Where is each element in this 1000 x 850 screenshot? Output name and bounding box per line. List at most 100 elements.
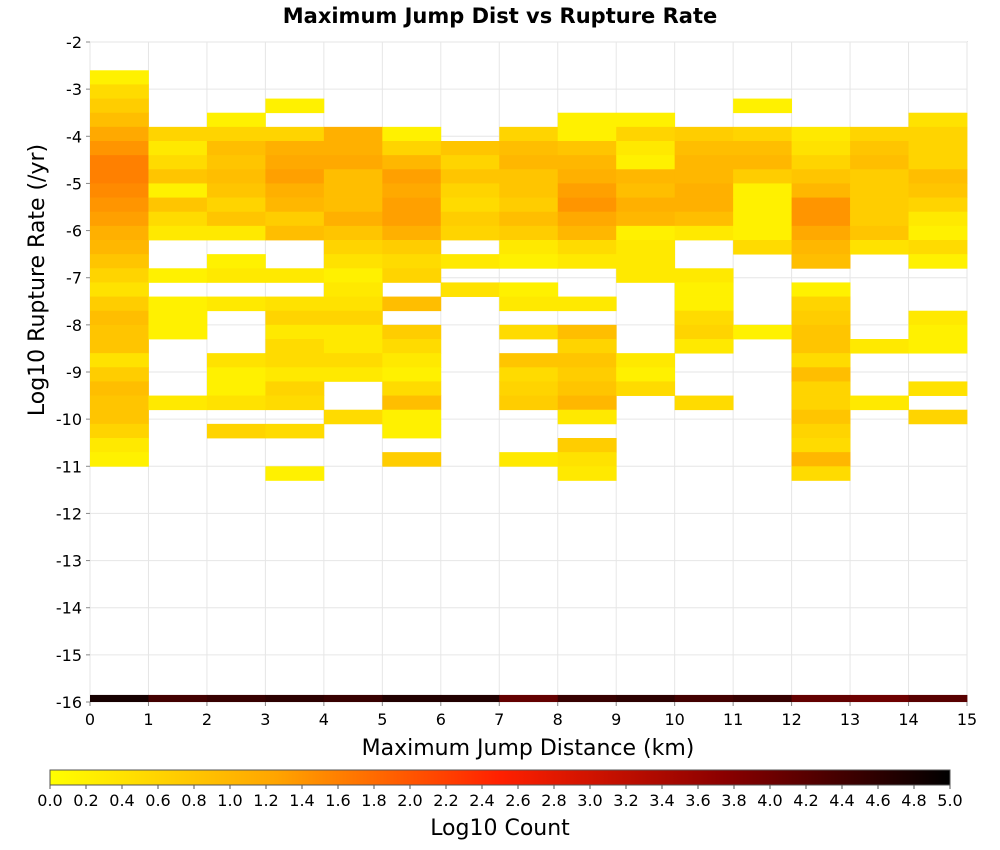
heatmap-cell — [557, 225, 617, 241]
colorbar-tick-label: 2.0 — [397, 791, 422, 810]
heatmap-cell — [148, 126, 208, 142]
heatmap-cell — [674, 197, 734, 213]
heatmap-cell — [908, 112, 968, 128]
heatmap-cell — [557, 381, 617, 396]
heatmap-cell — [265, 694, 325, 702]
heatmap-cell — [206, 353, 266, 368]
colorbar-tick-label: 3.0 — [577, 791, 602, 810]
heatmap-cell — [148, 211, 208, 227]
heatmap-cell — [908, 169, 968, 184]
colorbar-tick-label: 0.0 — [37, 791, 62, 810]
heatmap-cell — [791, 254, 851, 269]
heatmap-cell — [791, 155, 851, 170]
colorbar-ticks: 0.0 0.2 0.4 0.6 0.8 1.0 1.2 1.4 1.6 1.8 2.0 2.2 2.4 2… — [37, 785, 963, 810]
heatmap-cell — [557, 466, 617, 481]
heatmap-cell — [791, 381, 851, 396]
heatmap-cell — [206, 423, 266, 439]
heatmap-cell — [90, 98, 149, 114]
heatmap-cell — [440, 211, 500, 227]
heatmap-cell — [323, 225, 383, 241]
heatmap-cell — [791, 225, 851, 241]
heatmap-cell — [908, 409, 968, 425]
x-tick-label: 1 — [143, 710, 153, 729]
heatmap-cell — [616, 211, 676, 227]
heatmap-cell — [791, 240, 851, 255]
x-tick-label: 13 — [840, 710, 860, 729]
heatmap-cell — [382, 324, 442, 340]
y-axis-ticks: -2 -3 -4 -5 -6 -7 -8 -9 -10 -11 -12 -13 -14 -15 -16 — [56, 33, 90, 712]
heatmap-cell — [499, 452, 559, 467]
heatmap-cell — [499, 126, 559, 142]
colorbar-tick-label: 1.4 — [289, 791, 314, 810]
heatmap-cell — [148, 395, 208, 411]
heatmap-cell — [908, 240, 968, 255]
heatmap-cell — [148, 197, 208, 213]
heatmap-cell — [616, 183, 676, 198]
x-tick-label: 6 — [436, 710, 446, 729]
heatmap-cell — [265, 423, 325, 439]
colorbar-tick-label: 3.2 — [613, 791, 638, 810]
heatmap-cell — [733, 197, 792, 213]
colorbar-tick-label: 5.0 — [937, 791, 962, 810]
heatmap-cell — [791, 282, 851, 297]
heatmap-cell — [90, 324, 149, 340]
colorbar-tick-label: 1.6 — [325, 791, 350, 810]
heatmap-cell — [499, 353, 559, 368]
heatmap-cell — [499, 141, 559, 156]
x-tick-label: 7 — [494, 710, 504, 729]
heatmap-cell — [557, 409, 617, 425]
heatmap-cell — [382, 197, 442, 213]
heatmap-cell — [265, 197, 325, 213]
colorbar-tick-label: 2.8 — [541, 791, 566, 810]
heatmap-cell — [791, 324, 851, 340]
x-tick-label: 14 — [898, 710, 918, 729]
heatmap-cell — [206, 381, 266, 396]
heatmap-cell — [908, 324, 968, 340]
heatmap-cell — [206, 126, 266, 142]
x-tick-label: 10 — [664, 710, 684, 729]
heatmap-cell — [791, 353, 851, 368]
heatmap-cell — [908, 141, 968, 156]
heatmap-cell — [206, 197, 266, 213]
heatmap-cell — [382, 240, 442, 255]
heatmap-cell — [674, 339, 734, 354]
heatmap-cell — [908, 339, 968, 354]
heatmap-cell — [382, 381, 442, 396]
heatmap-cell — [382, 225, 442, 241]
colorbar-tick-label: 4.2 — [793, 791, 818, 810]
heatmap-cell — [616, 268, 676, 283]
heatmap-cell — [90, 84, 149, 99]
heatmap-cell — [323, 197, 383, 213]
colorbar-tick-label: 4.6 — [865, 791, 890, 810]
heatmap-cell — [323, 367, 383, 382]
heatmap-cell — [382, 126, 442, 142]
heatmap-cell — [265, 466, 325, 481]
y-tick-label: -8 — [66, 316, 82, 335]
heatmap-cell — [557, 395, 617, 411]
heatmap-cell — [674, 395, 734, 411]
heatmap-cell — [557, 694, 617, 702]
heatmap-cell — [265, 211, 325, 227]
heatmap-cell — [148, 155, 208, 170]
y-tick-label: -11 — [56, 457, 82, 476]
heatmap-cell — [265, 296, 325, 312]
heatmap-cell — [674, 282, 734, 297]
heatmap-cell — [90, 197, 149, 213]
colorbar-tick-label: 0.2 — [73, 791, 98, 810]
heatmap-cell — [206, 183, 266, 198]
heatmap-cell — [148, 141, 208, 156]
x-tick-label: 2 — [202, 710, 212, 729]
heatmap-cell — [557, 240, 617, 255]
heatmap-cell — [90, 126, 149, 142]
heatmap-cell — [850, 183, 909, 198]
y-tick-label: -12 — [56, 504, 82, 523]
heatmap-cell — [674, 126, 734, 142]
heatmap-cell — [499, 183, 559, 198]
colorbar-tick-label: 3.4 — [649, 791, 674, 810]
heatmap-cell — [323, 254, 383, 269]
heatmap-cell — [850, 169, 909, 184]
heatmap-cell — [850, 211, 909, 227]
heatmap-cell — [206, 211, 266, 227]
heatmap-cell — [323, 268, 383, 283]
heatmap-cell — [382, 339, 442, 354]
